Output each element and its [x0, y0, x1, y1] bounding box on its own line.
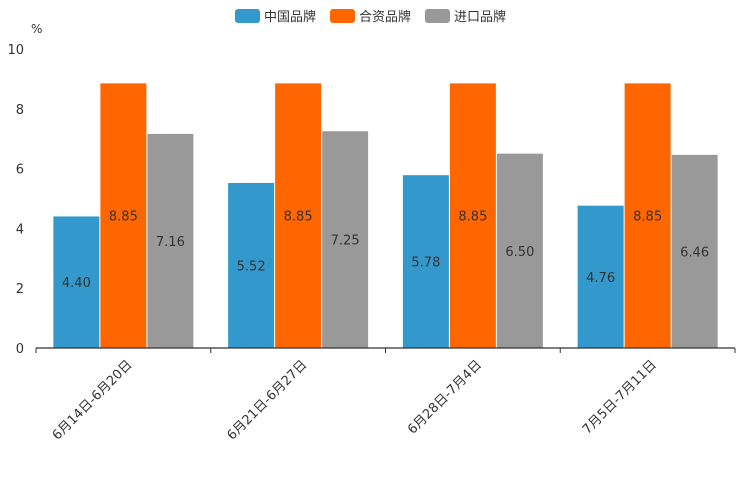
legend-swatch [235, 9, 260, 23]
bar-value-label: 6.46 [680, 245, 709, 260]
legend: 中国品牌 合资品牌 进口品牌 [235, 9, 506, 25]
bar-3399cc-1 [53, 216, 100, 348]
legend-label: 进口品牌 [454, 9, 506, 25]
y-axis-unit-label: % [31, 22, 42, 36]
bar-3399cc-4 [577, 205, 624, 348]
y-tick-label-8: 8 [16, 103, 24, 118]
x-tick-label-3: 6月28日-7月4日 [405, 358, 485, 438]
y-tick-label-4: 4 [16, 222, 24, 237]
bar-999999-1 [147, 133, 194, 348]
bar-value-label: 4.40 [62, 276, 91, 291]
x-tick-label-1: 6月14日-6月20日 [50, 358, 136, 444]
legend-item-2[interactable]: 合资品牌 [330, 9, 411, 25]
bar-value-label: 4.76 [586, 271, 615, 286]
bar-999999-4 [671, 154, 718, 348]
bar-999999-3 [496, 153, 543, 348]
legend-swatch [330, 9, 355, 23]
bar-value-label: 7.25 [331, 234, 360, 249]
y-tick-label-0: 0 [16, 342, 24, 357]
bar-value-label: 6.50 [505, 245, 534, 260]
y-tick-label-2: 2 [16, 282, 24, 297]
bar-value-label: 8.85 [633, 210, 662, 225]
bar-ff6600-2 [275, 83, 322, 348]
bar-value-label: 8.85 [109, 210, 138, 225]
legend-item-1[interactable]: 中国品牌 [235, 9, 316, 25]
bar-ff6600-4 [624, 83, 671, 348]
bar-value-label: 5.52 [237, 259, 266, 274]
legend-item-3[interactable]: 进口品牌 [425, 9, 506, 25]
bar-3399cc-3 [402, 175, 449, 348]
x-axis-tick-labels: 6月14日-6月20日 6月21日-6月27日 6月28日-7月4日 7月5日-7月1… [50, 358, 660, 444]
bar-value-label: 5.78 [411, 256, 440, 271]
bar-3399cc-2 [228, 182, 275, 348]
bar-value-label: 8.85 [458, 210, 487, 225]
bar-ff6600-1 [100, 83, 147, 348]
bar-ff6600-3 [449, 83, 496, 348]
y-tick-label-6: 6 [16, 163, 24, 178]
legend-label: 合资品牌 [359, 9, 411, 25]
legend-label: 中国品牌 [264, 9, 316, 25]
bar-999999-2 [322, 131, 369, 348]
x-tick-label-4: 7月5日-7月11日 [580, 358, 660, 438]
y-tick-label-10: 10 [7, 43, 24, 58]
y-axis-ticks: 0 2 4 6 8 10 [7, 43, 24, 357]
x-axis [35, 347, 736, 353]
bars: 4.40 8.85 7.16 5.52 8.85 7.25 5.78 8.85 6.50 4.76… [53, 83, 718, 348]
bar-value-label: 7.16 [156, 235, 185, 250]
bar-value-label: 8.85 [284, 210, 313, 225]
x-tick-label-2: 6月21日-6月27日 [225, 358, 311, 444]
legend-swatch [425, 9, 450, 23]
